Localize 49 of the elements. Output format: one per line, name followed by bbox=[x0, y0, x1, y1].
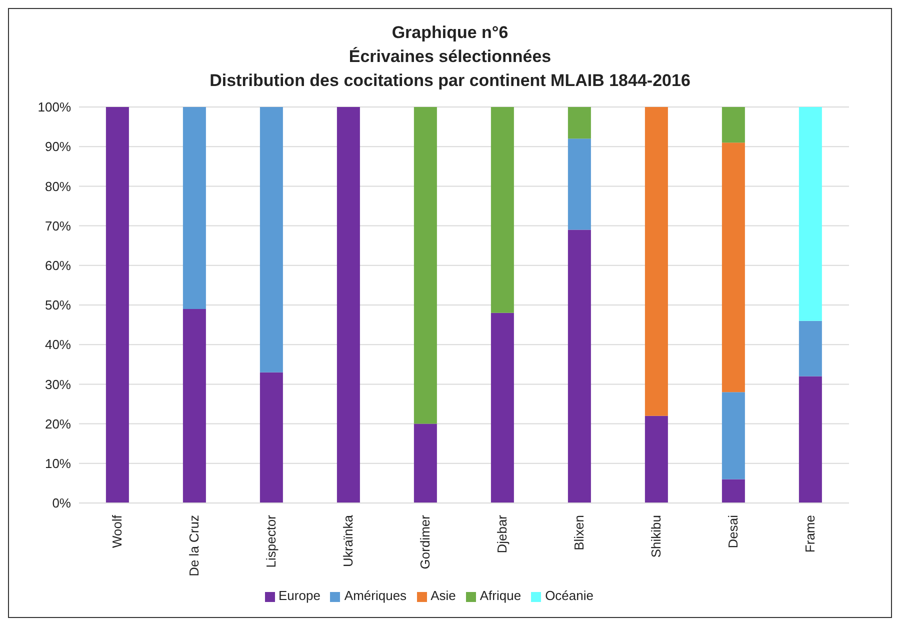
y-tick-label: 90% bbox=[44, 139, 72, 154]
bar bbox=[798, 376, 822, 503]
y-tick-label: 20% bbox=[44, 416, 72, 432]
bar bbox=[336, 107, 360, 503]
y-tick-label: 60% bbox=[44, 258, 72, 274]
bar bbox=[414, 424, 437, 503]
bar bbox=[568, 230, 591, 503]
x-tick-label: Shikibu bbox=[648, 515, 664, 558]
bar bbox=[722, 479, 745, 503]
bar bbox=[490, 312, 514, 503]
bar bbox=[798, 320, 822, 376]
legend-label: Amériques bbox=[344, 588, 407, 603]
legend-label: Afrique bbox=[480, 588, 522, 603]
bar bbox=[644, 107, 668, 416]
x-tick-label: Lispector bbox=[264, 514, 279, 568]
bar bbox=[722, 142, 745, 392]
bar bbox=[798, 107, 822, 321]
legend-label: Europe bbox=[278, 588, 320, 603]
bar bbox=[414, 107, 437, 424]
bar bbox=[182, 308, 206, 503]
bar bbox=[106, 107, 129, 503]
bar bbox=[722, 392, 745, 480]
x-tick-label: Woolf bbox=[110, 514, 125, 548]
y-tick-label: 10% bbox=[44, 456, 72, 472]
bar bbox=[722, 107, 745, 143]
x-tick-label: Frame bbox=[802, 515, 818, 553]
y-tick-label: 100% bbox=[38, 100, 72, 115]
x-tick-label: Gordimer bbox=[418, 514, 433, 570]
y-tick-label: 0% bbox=[52, 496, 72, 511]
bar bbox=[644, 416, 668, 503]
x-tick-label: Blixen bbox=[572, 515, 587, 550]
x-tick-label: De la Cruz bbox=[186, 515, 202, 576]
x-tick-label: Desai bbox=[726, 514, 741, 548]
y-tick-label: 50% bbox=[44, 298, 72, 313]
x-tick-label: Djebar bbox=[494, 514, 510, 554]
legend-label: Océanie bbox=[545, 588, 594, 603]
bar bbox=[260, 107, 283, 372]
y-tick-label: 30% bbox=[44, 376, 72, 392]
legend-label: Asie bbox=[430, 588, 456, 603]
bar bbox=[568, 138, 591, 230]
bar bbox=[568, 107, 591, 139]
bar bbox=[490, 107, 514, 313]
y-tick-label: 80% bbox=[44, 178, 72, 194]
x-tick-label: Ukraïnka bbox=[340, 514, 356, 568]
bar bbox=[182, 107, 206, 309]
y-tick-label: 40% bbox=[44, 337, 72, 352]
y-tick-label: 70% bbox=[44, 218, 72, 234]
chart-title: Graphique n°6 Écrivaines sélectionnées Distribution des cocitations par continent MLAIB 1844-2016 bbox=[208, 22, 692, 92]
bar bbox=[260, 372, 283, 503]
